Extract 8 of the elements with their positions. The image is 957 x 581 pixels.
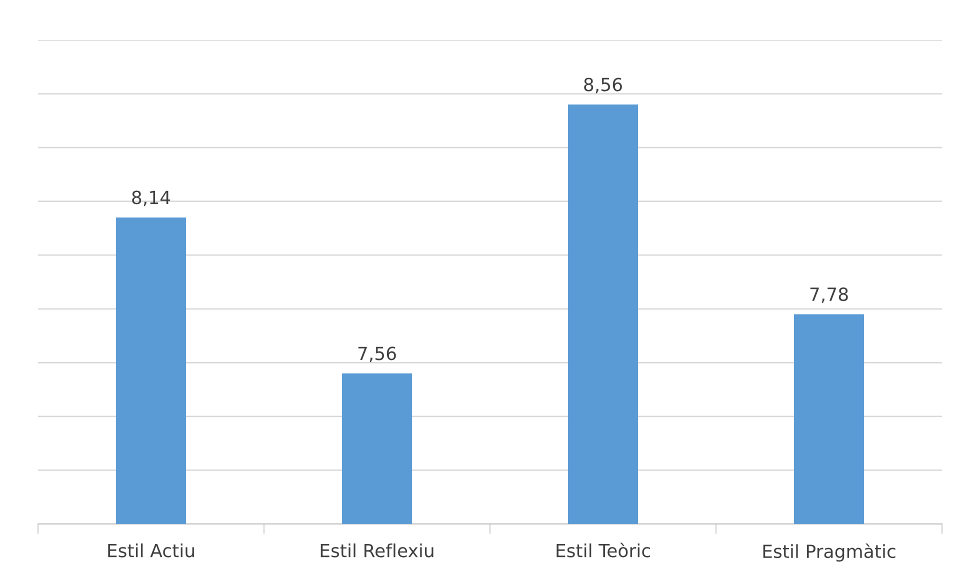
x-tick-label: Estil Actiu bbox=[108, 543, 194, 558]
data-label: 7,78 bbox=[810, 287, 848, 303]
x-tick-label: Estil Reflexiu bbox=[320, 543, 434, 558]
x-tick-label: Estil Pragmàtic bbox=[763, 543, 896, 562]
data-label: 8,14 bbox=[132, 190, 170, 206]
data-label: 7,56 bbox=[358, 346, 396, 362]
data-label: 8,56 bbox=[584, 78, 622, 94]
x-tick-label: Estil Teòric bbox=[556, 542, 650, 558]
